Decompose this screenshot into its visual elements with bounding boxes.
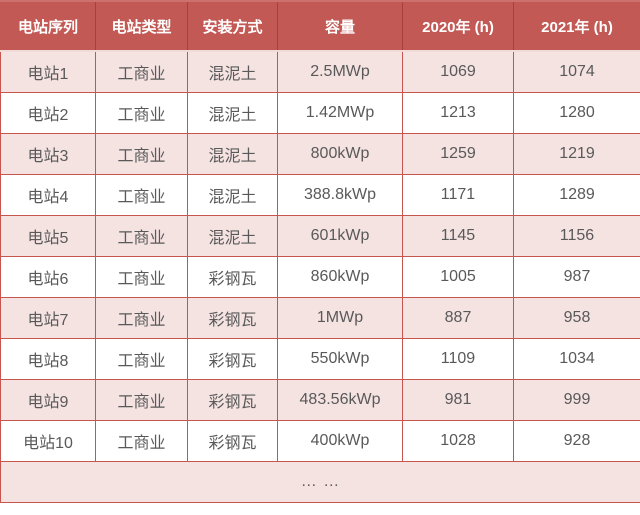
table-row: 电站9 工商业 彩钢瓦 483.56kWp 981 999 [0,379,640,421]
cell-install-method: 混泥土 [187,174,278,216]
header-hours-2021: 2021年 (h) [513,0,640,52]
cell-station-type: 工商业 [95,379,188,421]
cell-hours-2021: 928 [513,420,640,462]
cell-station-id: 电站2 [0,92,96,134]
cell-station-id: 电站1 [0,50,96,93]
cell-capacity: 601kWp [277,215,403,257]
header-install-method: 安装方式 [187,0,278,52]
cell-capacity: 2.5MWp [277,50,403,93]
cell-install-method: 混泥土 [187,92,278,134]
cell-hours-2020: 1109 [402,338,514,380]
cell-station-id: 电站4 [0,174,96,216]
table-row: 电站1 工商业 混泥土 2.5MWp 1069 1074 [0,50,640,93]
cell-hours-2020: 1171 [402,174,514,216]
cell-hours-2021: 1289 [513,174,640,216]
cell-capacity: 388.8kWp [277,174,403,216]
cell-station-type: 工商业 [95,133,188,175]
cell-install-method: 混泥土 [187,133,278,175]
table-row: 电站7 工商业 彩钢瓦 1MWp 887 958 [0,297,640,339]
cell-capacity: 1.42MWp [277,92,403,134]
cell-station-type: 工商业 [95,297,188,339]
cell-hours-2020: 981 [402,379,514,421]
ellipsis-cell: … … [0,461,640,503]
cell-station-id: 电站10 [0,420,96,462]
cell-station-type: 工商业 [95,338,188,380]
cell-install-method: 彩钢瓦 [187,420,278,462]
cell-hours-2020: 1259 [402,133,514,175]
header-station-id: 电站序列 [0,0,96,52]
cell-station-type: 工商业 [95,92,188,134]
cell-hours-2020: 1145 [402,215,514,257]
cell-hours-2020: 1028 [402,420,514,462]
cell-hours-2020: 1069 [402,50,514,93]
table-row: 电站2 工商业 混泥土 1.42MWp 1213 1280 [0,92,640,134]
cell-station-type: 工商业 [95,50,188,93]
cell-install-method: 彩钢瓦 [187,297,278,339]
cell-capacity: 1MWp [277,297,403,339]
header-capacity: 容量 [277,0,403,52]
table-row: 电站3 工商业 混泥土 800kWp 1259 1219 [0,133,640,175]
table-row: 电站10 工商业 彩钢瓦 400kWp 1028 928 [0,420,640,462]
cell-station-type: 工商业 [95,215,188,257]
cell-hours-2021: 999 [513,379,640,421]
cell-station-id: 电站8 [0,338,96,380]
cell-hours-2021: 1156 [513,215,640,257]
table-row: 电站4 工商业 混泥土 388.8kWp 1171 1289 [0,174,640,216]
cell-hours-2020: 1213 [402,92,514,134]
cell-install-method: 混泥土 [187,50,278,93]
cell-install-method: 彩钢瓦 [187,338,278,380]
cell-station-id: 电站3 [0,133,96,175]
table-body: 电站1 工商业 混泥土 2.5MWp 1069 1074 电站2 工商业 混泥土… [0,50,640,503]
cell-install-method: 混泥土 [187,215,278,257]
table-row-ellipsis: … … [0,461,640,503]
cell-hours-2021: 958 [513,297,640,339]
cell-hours-2020: 1005 [402,256,514,298]
cell-hours-2020: 887 [402,297,514,339]
table-row: 电站8 工商业 彩钢瓦 550kWp 1109 1034 [0,338,640,380]
cell-hours-2021: 987 [513,256,640,298]
table-row: 电站6 工商业 彩钢瓦 860kWp 1005 987 [0,256,640,298]
power-station-hours-table: 电站序列 电站类型 安装方式 容量 2020年 (h) 2021年 (h) 电站… [0,0,640,503]
cell-capacity: 483.56kWp [277,379,403,421]
cell-hours-2021: 1280 [513,92,640,134]
cell-capacity: 550kWp [277,338,403,380]
cell-station-type: 工商业 [95,256,188,298]
cell-hours-2021: 1219 [513,133,640,175]
cell-station-type: 工商业 [95,420,188,462]
cell-station-type: 工商业 [95,174,188,216]
cell-station-id: 电站7 [0,297,96,339]
cell-station-id: 电站6 [0,256,96,298]
table-row: 电站5 工商业 混泥土 601kWp 1145 1156 [0,215,640,257]
cell-hours-2021: 1034 [513,338,640,380]
table-header: 电站序列 电站类型 安装方式 容量 2020年 (h) 2021年 (h) [0,0,640,52]
cell-station-id: 电站5 [0,215,96,257]
cell-capacity: 400kWp [277,420,403,462]
header-hours-2020: 2020年 (h) [402,0,514,52]
cell-hours-2021: 1074 [513,50,640,93]
header-row: 电站序列 电站类型 安装方式 容量 2020年 (h) 2021年 (h) [0,0,640,52]
cell-station-id: 电站9 [0,379,96,421]
cell-install-method: 彩钢瓦 [187,256,278,298]
cell-install-method: 彩钢瓦 [187,379,278,421]
cell-capacity: 860kWp [277,256,403,298]
header-station-type: 电站类型 [95,0,188,52]
cell-capacity: 800kWp [277,133,403,175]
